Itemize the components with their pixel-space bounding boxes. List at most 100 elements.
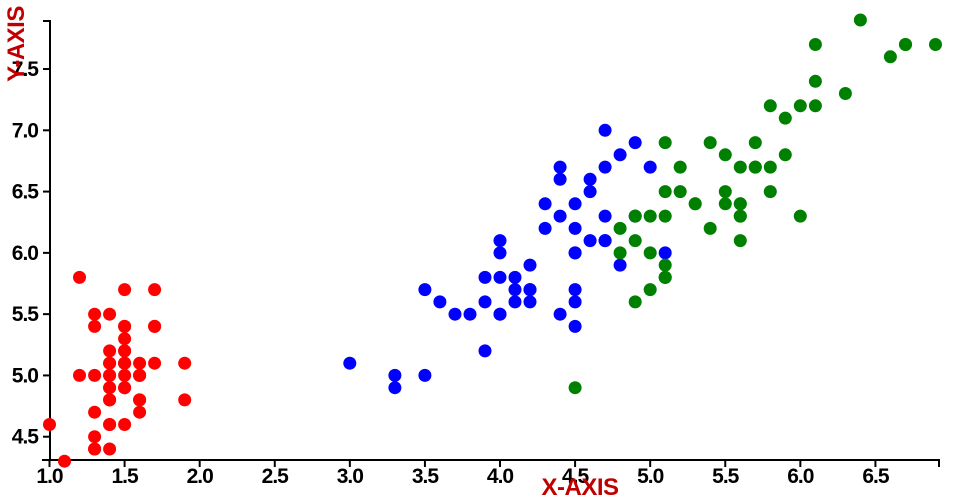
data-point-blue bbox=[493, 246, 507, 260]
data-point-green bbox=[643, 209, 657, 223]
data-point-blue bbox=[643, 160, 657, 174]
data-point-green bbox=[763, 99, 777, 113]
data-point-blue bbox=[493, 234, 507, 248]
data-point-blue bbox=[433, 295, 447, 309]
data-point-green bbox=[613, 221, 627, 235]
data-point-blue bbox=[568, 295, 582, 309]
data-point-green bbox=[778, 148, 792, 162]
data-point-blue bbox=[568, 221, 582, 235]
data-point-green bbox=[628, 234, 642, 248]
data-point-blue bbox=[493, 307, 507, 321]
x-tick-label: 3.5 bbox=[412, 465, 440, 488]
data-point-blue bbox=[418, 283, 432, 297]
x-tick-label: 5.0 bbox=[637, 465, 664, 488]
x-tick-label: 1.0 bbox=[36, 465, 63, 488]
data-point-red bbox=[148, 283, 162, 297]
x-tick-label: 4.0 bbox=[487, 465, 514, 488]
data-point-blue bbox=[478, 295, 492, 309]
data-point-blue bbox=[523, 283, 537, 297]
data-point-green bbox=[643, 283, 657, 297]
data-point-green bbox=[733, 209, 747, 223]
data-point-blue bbox=[598, 160, 612, 174]
data-point-blue bbox=[568, 246, 582, 260]
data-point-blue bbox=[568, 319, 582, 333]
data-point-green bbox=[778, 111, 792, 125]
x-tick-label: 3.0 bbox=[337, 465, 364, 488]
data-point-green bbox=[718, 197, 732, 211]
data-point-red bbox=[88, 405, 102, 419]
data-point-green bbox=[658, 185, 672, 199]
data-point-green bbox=[688, 197, 702, 211]
data-point-red bbox=[73, 270, 86, 284]
data-point-green bbox=[718, 148, 732, 162]
data-point-blue bbox=[658, 246, 672, 260]
data-point-blue bbox=[553, 307, 567, 321]
data-point-green bbox=[883, 50, 897, 64]
data-point-red bbox=[148, 319, 162, 333]
y-tick-label: 5.5 bbox=[12, 303, 40, 326]
y-tick-label: 7.5 bbox=[12, 58, 40, 81]
data-point-green bbox=[628, 295, 642, 309]
data-point-red bbox=[88, 430, 102, 444]
data-point-red bbox=[88, 319, 102, 333]
data-point-red bbox=[118, 319, 132, 333]
data-point-blue bbox=[538, 221, 552, 235]
x-tick-label: 2.0 bbox=[187, 465, 214, 488]
data-point-green bbox=[793, 99, 807, 113]
data-point-green bbox=[673, 185, 687, 199]
data-point-blue bbox=[583, 234, 597, 248]
data-point-green bbox=[748, 160, 762, 174]
y-tick-label: 6.5 bbox=[12, 181, 40, 204]
data-point-blue bbox=[478, 270, 492, 284]
data-point-red bbox=[103, 368, 117, 382]
data-point-green bbox=[763, 160, 777, 174]
data-point-green bbox=[703, 136, 717, 150]
x-tick-label: 5.5 bbox=[712, 465, 740, 488]
data-point-red bbox=[103, 418, 117, 431]
data-point-red bbox=[118, 283, 132, 297]
data-point-red bbox=[103, 393, 117, 407]
data-point-green bbox=[808, 38, 822, 51]
data-point-red bbox=[178, 356, 192, 370]
data-point-green bbox=[658, 270, 672, 284]
data-point-green bbox=[808, 74, 822, 88]
data-point-blue bbox=[553, 160, 567, 174]
y-tick-label: 4.5 bbox=[12, 426, 40, 449]
data-point-green bbox=[658, 209, 672, 223]
data-point-red bbox=[103, 442, 117, 456]
data-point-green bbox=[929, 38, 942, 51]
data-point-red bbox=[118, 332, 132, 346]
data-point-green bbox=[628, 209, 642, 223]
data-point-green bbox=[718, 185, 732, 199]
data-point-green bbox=[703, 221, 717, 235]
x-tick-label: 4.5 bbox=[562, 465, 590, 488]
y-tick-label: 6.0 bbox=[12, 242, 39, 265]
data-point-blue bbox=[523, 295, 537, 309]
data-point-green bbox=[733, 197, 747, 211]
data-point-red bbox=[133, 405, 147, 419]
data-point-green bbox=[673, 160, 687, 174]
data-point-red bbox=[103, 307, 117, 321]
data-point-green bbox=[763, 185, 777, 199]
data-point-green bbox=[568, 381, 582, 395]
data-point-blue bbox=[508, 295, 522, 309]
data-point-blue bbox=[418, 368, 432, 382]
data-point-blue bbox=[493, 270, 507, 284]
x-tick-label: 6.0 bbox=[787, 465, 814, 488]
data-point-blue bbox=[508, 270, 522, 284]
data-point-red bbox=[133, 356, 147, 370]
data-point-green bbox=[853, 13, 867, 27]
data-point-red bbox=[118, 381, 132, 395]
data-point-green bbox=[838, 87, 852, 100]
data-point-blue bbox=[463, 307, 477, 321]
data-point-green bbox=[733, 160, 747, 174]
data-point-red bbox=[133, 393, 147, 407]
data-point-green bbox=[613, 246, 627, 260]
data-point-red bbox=[73, 368, 86, 382]
data-point-blue bbox=[388, 381, 402, 395]
data-point-red bbox=[88, 442, 102, 456]
data-point-blue bbox=[598, 209, 612, 223]
data-point-red bbox=[118, 356, 132, 370]
data-point-red bbox=[148, 356, 162, 370]
